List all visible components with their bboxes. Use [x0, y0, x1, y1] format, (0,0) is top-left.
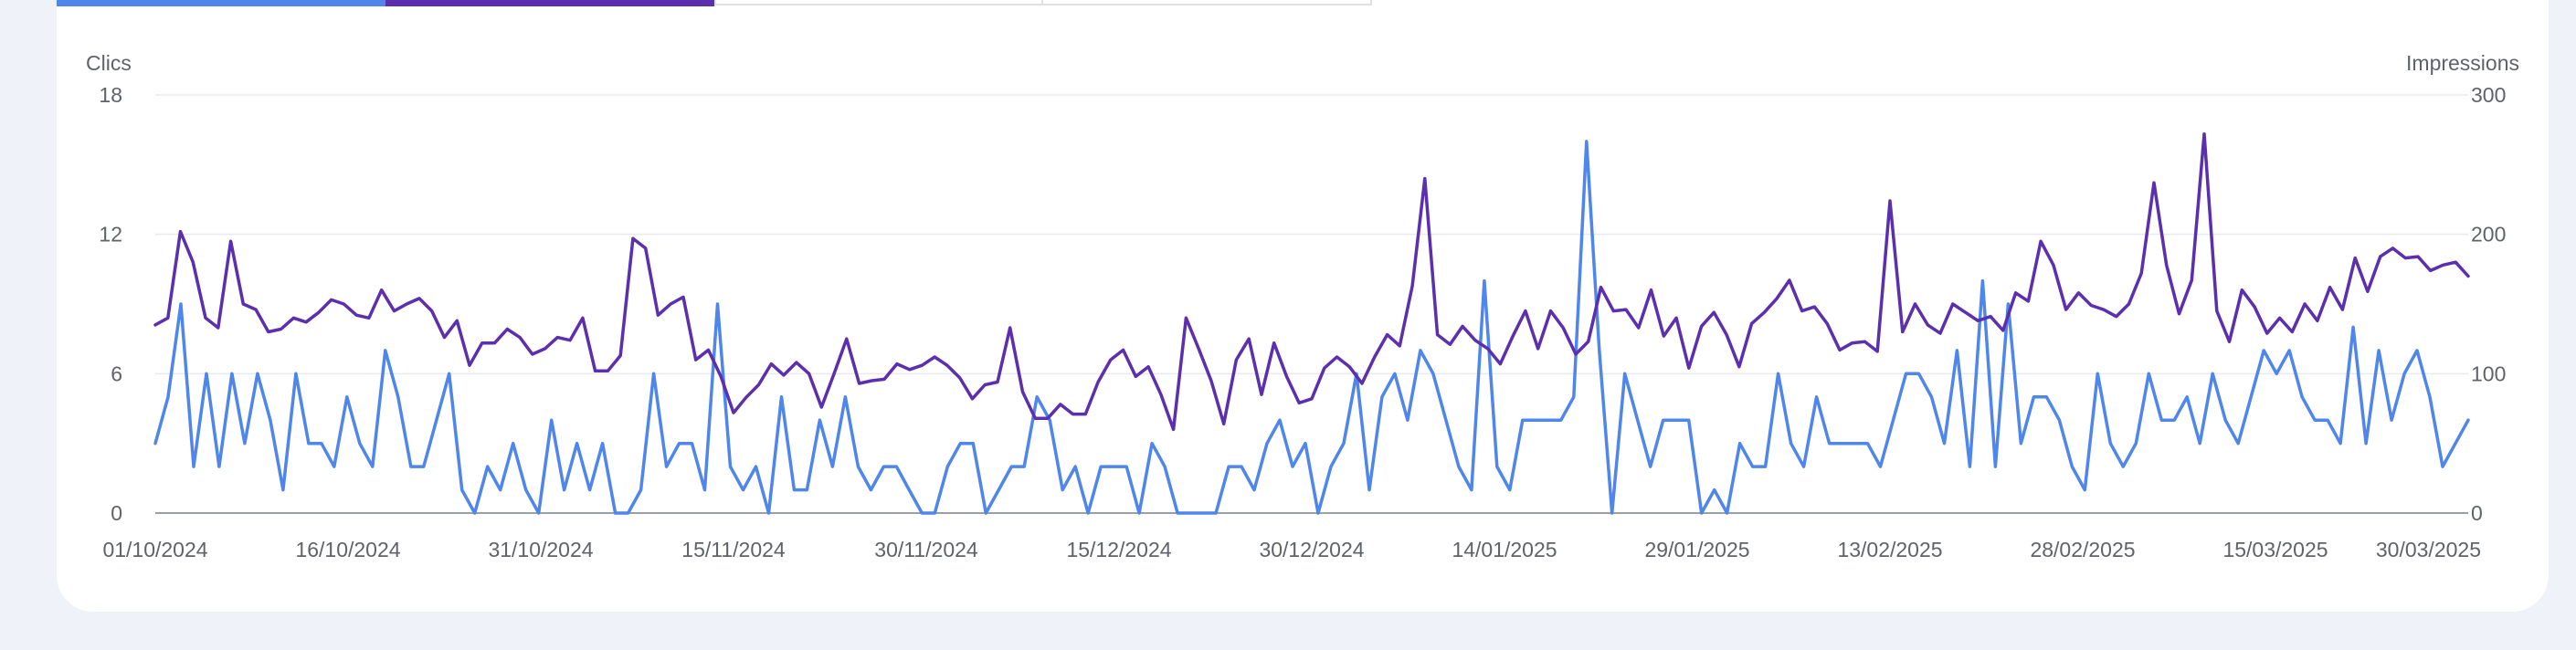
x-tick-label: 28/02/2025: [2030, 538, 2135, 561]
x-tick-label: 30/03/2025: [2376, 538, 2481, 561]
x-tick-label: 15/12/2024: [1066, 538, 1171, 561]
x-tick-label: 15/03/2025: [2222, 538, 2328, 561]
x-tick-label: 29/01/2025: [1644, 538, 1749, 561]
tab-impressions[interactable]: [385, 0, 714, 6]
left-axis-ticks: 18 12 6 0: [99, 83, 122, 525]
right-tick-label: 100: [2471, 362, 2506, 385]
x-tick-label: 30/11/2024: [874, 538, 978, 561]
x-tick-label: 31/10/2024: [488, 538, 593, 561]
series-lines: [153, 131, 2470, 515]
left-tick-label: 18: [99, 83, 122, 107]
left-tick-label: 6: [111, 362, 122, 385]
right-axis-title: Impressions: [2406, 51, 2519, 75]
metric-tabs: [57, 0, 1372, 7]
right-tick-label: 200: [2471, 223, 2506, 246]
right-axis-ticks: 300 200 100 0: [2471, 83, 2506, 525]
x-tick-label: 30/12/2024: [1259, 538, 1364, 561]
x-tick-label: 01/10/2024: [102, 538, 207, 561]
right-tick-label: 300: [2471, 83, 2506, 107]
x-tick-label: 15/11/2024: [681, 538, 786, 561]
series-line-impressions: [153, 131, 2470, 432]
series-line-clics: [153, 140, 2470, 515]
x-tick-label: 14/01/2025: [1452, 538, 1557, 561]
left-tick-label: 0: [111, 501, 122, 525]
left-tick-label: 12: [99, 223, 122, 246]
tab-position[interactable]: [1041, 0, 1372, 5]
left-axis-title: Clics: [86, 51, 132, 75]
grid-lines: [155, 94, 2468, 514]
x-tick-label: 13/02/2025: [1837, 538, 1942, 561]
right-tick-label: 0: [2471, 501, 2483, 525]
tab-clicks[interactable]: [57, 0, 385, 6]
x-tick-label: 16/10/2024: [295, 538, 400, 561]
x-axis-ticks: 01/10/2024 16/10/2024 31/10/2024 15/11/2024…: [102, 538, 2481, 561]
